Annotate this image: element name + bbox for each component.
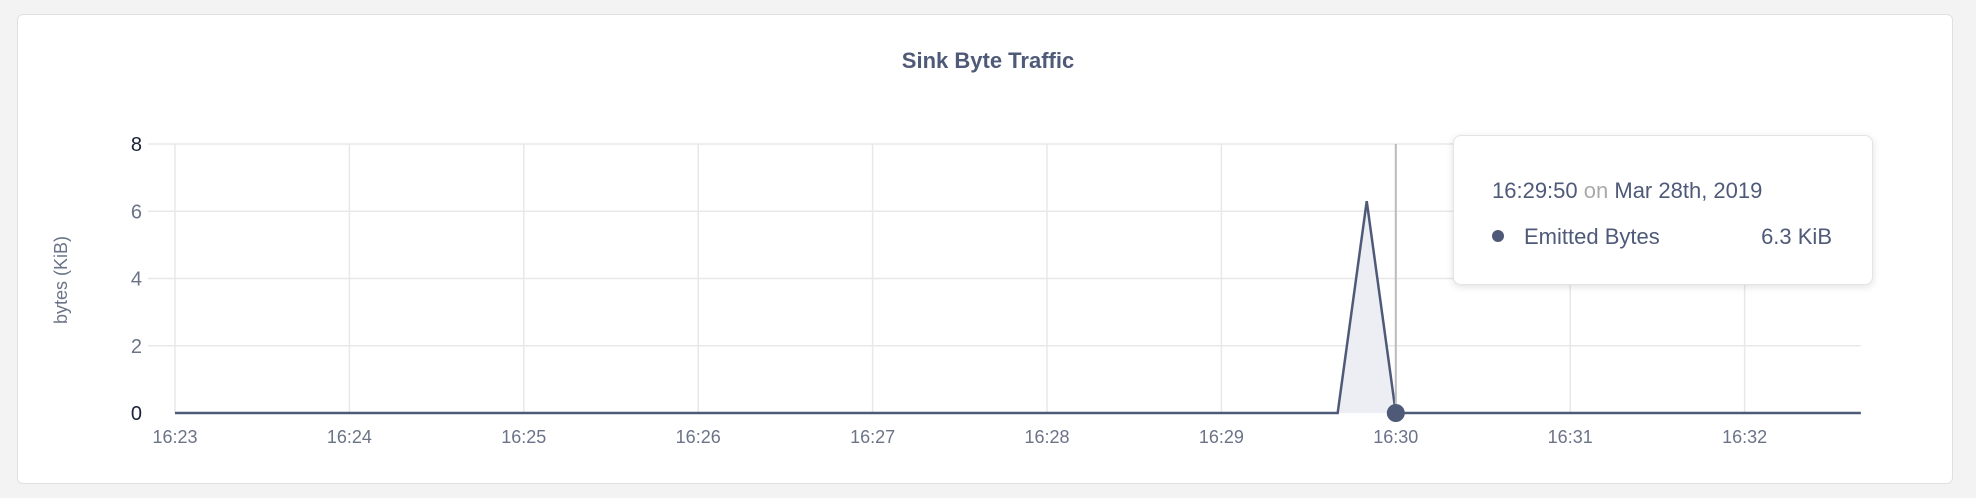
x-tick-label: 16:26 bbox=[676, 427, 721, 447]
x-tick-label: 16:32 bbox=[1722, 427, 1767, 447]
tooltip-series-row: Emitted Bytes 6.3 KiB bbox=[1492, 224, 1832, 250]
x-tick-label: 16:25 bbox=[501, 427, 546, 447]
tooltip-on: on bbox=[1583, 178, 1609, 203]
series-line bbox=[175, 200, 1861, 415]
x-tick-label: 16:29 bbox=[1199, 427, 1244, 447]
y-tick-label: 2 bbox=[131, 336, 142, 358]
tooltip-date: Mar 28th, 2019 bbox=[1614, 178, 1763, 203]
series-dot-icon bbox=[1492, 230, 1504, 243]
chart-tooltip: 16:29:50 on Mar 28th, 2019 Emitted Bytes… bbox=[1453, 135, 1873, 285]
tooltip-timestamp: 16:29:50 on Mar 28th, 2019 bbox=[1492, 178, 1762, 204]
tooltip-time: 16:29:50 bbox=[1492, 178, 1578, 203]
hover-point bbox=[1386, 404, 1405, 422]
x-tick-label: 16:28 bbox=[1024, 427, 1069, 447]
tooltip-value: 6.3 KiB bbox=[1761, 224, 1832, 249]
x-tick-label: 16:27 bbox=[850, 427, 895, 447]
y-axis-label: bytes (KiB) bbox=[51, 236, 71, 324]
y-tick-label: 8 bbox=[131, 134, 142, 156]
y-tick-label: 6 bbox=[131, 201, 142, 223]
tooltip-series-name: Emitted Bytes bbox=[1524, 224, 1660, 249]
y-tick-label: 0 bbox=[131, 403, 142, 425]
x-tick-label: 16:31 bbox=[1548, 427, 1593, 447]
x-tick-label: 16:24 bbox=[327, 427, 372, 447]
x-tick-label: 16:30 bbox=[1373, 427, 1418, 447]
chart-title: Sink Byte Traffic bbox=[901, 48, 1075, 73]
y-tick-label: 4 bbox=[131, 269, 142, 291]
x-tick-label: 16:23 bbox=[152, 427, 197, 447]
